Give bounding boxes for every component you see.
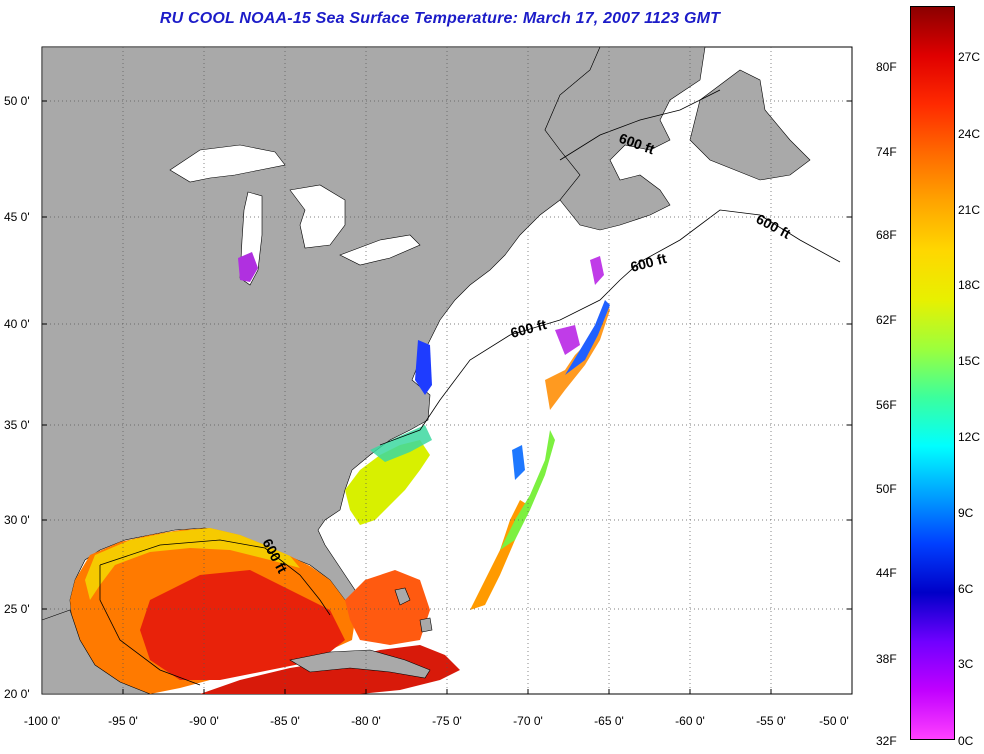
sst-gulf-coastal-cool	[85, 528, 300, 600]
latitude-label: 25 0'	[4, 602, 30, 616]
sst-offshore-green	[500, 430, 555, 550]
map-title: RU COOL NOAA-15 Sea Surface Temperature:…	[159, 10, 721, 27]
latitude-label: 20 0'	[4, 687, 30, 701]
longitude-label: -70 0'	[513, 714, 543, 728]
land-cuba	[289, 649, 431, 679]
sst-florida-straits	[345, 570, 430, 645]
colorbar-fahrenheit-label: 50F	[876, 482, 897, 496]
colorbar-fahrenheit-label: 32F	[876, 734, 897, 748]
latitude-label: 50 0'	[4, 94, 30, 108]
colorbar-fahrenheit-label: 56F	[876, 398, 897, 412]
colorbar-fahrenheit-label: 44F	[876, 566, 897, 580]
colorbar-celsius-label: 0C	[958, 734, 974, 748]
longitude-label: -100 0'	[23, 714, 61, 728]
colorbar-celsius-label: 21C	[958, 203, 981, 217]
latitude-label: 35 0'	[4, 418, 30, 432]
colorbar-celsius-label: 24C	[958, 127, 981, 141]
land-newfoundland	[689, 69, 811, 181]
longitude-label: -75 0'	[432, 714, 462, 728]
sst-blue-chesapeake	[415, 340, 432, 395]
longitude-label: -85 0'	[270, 714, 300, 728]
land-mexico-yucatan	[41, 609, 151, 695]
longitude-label: -80 0'	[351, 714, 381, 728]
colorbar-celsius-label: 18C	[958, 278, 981, 292]
land-north-america	[41, 46, 601, 695]
colorbar-fahrenheit-label: 68F	[876, 228, 897, 242]
sst-cold-purple-shelf	[555, 325, 580, 355]
longitude-label: -95 0'	[108, 714, 138, 728]
sst-atlantic-shelf-teal	[370, 425, 432, 462]
latitude-label: 30 0'	[4, 513, 30, 527]
colorbar-fahrenheit-label: 74F	[876, 145, 897, 159]
great-lakes-superior	[169, 144, 286, 183]
isobath-600ft-lines	[99, 89, 841, 686]
longitude-label: -50 0'	[819, 714, 849, 728]
colorbar-celsius-label: 27C	[958, 50, 981, 64]
sst-gulfstream-blue	[565, 300, 610, 375]
colorbar-fahrenheit-label: 38F	[876, 652, 897, 666]
sst-cold-purple-gulfmaine	[590, 256, 604, 285]
sst-gulf-warm-core	[140, 570, 345, 680]
great-lakes-huron	[289, 184, 346, 249]
longitude-label: -55 0'	[756, 714, 786, 728]
longitude-label: -65 0'	[594, 714, 624, 728]
axis-ticks	[42, 100, 852, 694]
graticule	[42, 47, 852, 694]
temperature-colorbar	[910, 6, 955, 740]
colorbar-celsius-label: 6C	[958, 582, 974, 596]
longitude-label: -60 0'	[675, 714, 705, 728]
colorbar-celsius-label: 3C	[958, 657, 974, 671]
longitude-label: -90 0'	[189, 714, 219, 728]
colorbar-fahrenheit-label: 80F	[876, 60, 897, 74]
latitude-label: 40 0'	[4, 317, 30, 331]
land-maritimes	[544, 46, 706, 231]
colorbar-celsius-label: 15C	[958, 354, 981, 368]
colorbar-celsius-label: 9C	[958, 506, 974, 520]
land-bahamas	[394, 587, 433, 633]
sst-cold-purple-lake-michigan	[238, 252, 258, 282]
colorbar-fahrenheit-label: 62F	[876, 313, 897, 327]
colorbar-celsius-label: 12C	[958, 430, 981, 444]
sst-offshore-blue	[512, 445, 525, 480]
latitude-label: 45 0'	[4, 210, 30, 224]
great-lakes-erie-ontario	[339, 234, 421, 266]
